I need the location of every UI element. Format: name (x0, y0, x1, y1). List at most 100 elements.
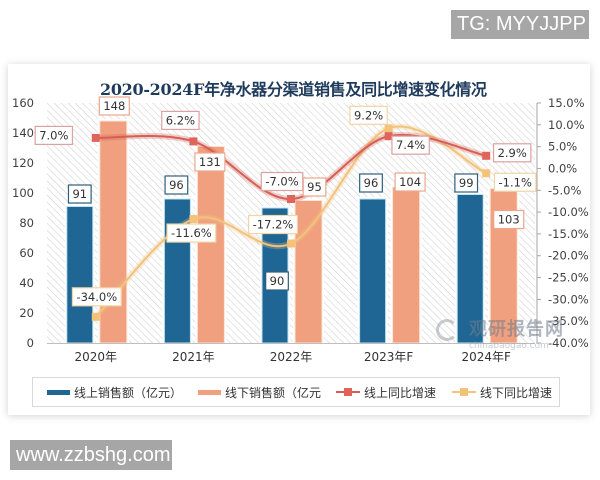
line-marker-icon[interactable] (91, 133, 100, 142)
svg-text:103: 103 (498, 213, 520, 227)
svg-text:131: 131 (199, 155, 221, 169)
line-marker-icon[interactable] (384, 124, 393, 133)
legend-label: 线上销售额（亿元） (74, 385, 183, 400)
data-label: 7.0% (34, 125, 74, 146)
y2-axis-tick-label: 10.0% (548, 118, 585, 132)
legend-item-offline-sales[interactable]: 线下销售额（亿元 (198, 378, 321, 406)
y-axis-tick-label: 20 (19, 306, 34, 320)
data-label: 91 (67, 184, 92, 204)
legend-item-online-growth[interactable]: 线上同比增速 (336, 378, 436, 406)
svg-text:96: 96 (169, 178, 184, 192)
y2-axis-tick-label: -10.0% (548, 205, 589, 219)
x-axis-category-label: 2023年F (364, 350, 414, 364)
svg-text:-34.0%: -34.0% (76, 290, 117, 304)
svg-text:99: 99 (459, 176, 474, 190)
y2-axis-tick-label: -15.0% (548, 227, 589, 241)
x-axis-category-label: 2024年F (461, 350, 511, 364)
svg-text:6.2%: 6.2% (166, 113, 195, 127)
data-label: 9.2% (349, 105, 388, 125)
combo-chart-plot: 0 20 40 60 80 100 120 140 160 15.0% 10.0% 5.0% 0.0% -… (12, 96, 589, 364)
line-marker-icon[interactable] (482, 151, 491, 160)
svg-text:7.0%: 7.0% (39, 128, 68, 142)
data-label: 96 (359, 173, 383, 193)
data-label: -34.0% (71, 287, 122, 307)
y2-axis-tick-label: -20.0% (548, 249, 589, 263)
x-axis-category-label: 2020年 (75, 350, 118, 364)
data-label: -11.6% (166, 223, 217, 243)
data-labels: 91 96 90 96 99 148 131 95 104 103 7.0% 6.2% -7.0% 7.4… (34, 96, 537, 307)
chart-legend: 线上销售额（亿元） 线下销售额（亿元 线上同比增速 线下同比增速 (32, 377, 560, 407)
data-label: 96 (164, 175, 189, 195)
bar-online[interactable] (359, 198, 387, 344)
y-axis-tick-label: 120 (12, 156, 34, 170)
x-axis-category-label: 2022年 (270, 350, 313, 364)
y2-axis-tick-label: 0.0% (548, 161, 577, 175)
svg-text:148: 148 (103, 99, 125, 113)
svg-text:96: 96 (364, 176, 379, 190)
y-axis-tick-label: 140 (12, 126, 34, 140)
bar-online[interactable] (66, 206, 94, 344)
legend-bar-swatch-icon (47, 389, 70, 395)
line-marker-icon[interactable] (287, 195, 295, 203)
data-label: -7.0% (260, 171, 304, 192)
line-marker-icon[interactable] (189, 137, 198, 146)
svg-text:95: 95 (307, 180, 322, 194)
y-axis-tick-label: 160 (12, 96, 34, 110)
legend-bar-swatch-icon (198, 389, 221, 395)
y2-axis-tick-label: -40.0% (548, 336, 589, 350)
svg-text:9.2%: 9.2% (354, 108, 383, 122)
data-label: 104 (394, 172, 426, 192)
data-label: 6.2% (161, 110, 200, 131)
svg-text:-7.0%: -7.0% (265, 175, 298, 189)
y2-axis-tick-label: -35.0% (548, 314, 589, 328)
y2-axis-tick-label: 15.0% (548, 96, 585, 110)
bar-online[interactable] (456, 194, 484, 344)
y-axis-tick-label: 100 (12, 186, 34, 200)
watermark-top: TG: MYYJJPP (451, 10, 589, 39)
legend-label: 线下同比增速 (480, 385, 553, 400)
y2-axis-tick-label: -5.0% (548, 183, 581, 197)
bar-offline[interactable] (196, 146, 225, 344)
line-marker-icon[interactable] (91, 312, 100, 321)
legend-line-marker-icon (452, 388, 476, 396)
data-label: 90 (265, 271, 289, 291)
svg-text:7.4%: 7.4% (396, 138, 425, 152)
svg-text:-11.6%: -11.6% (171, 226, 212, 240)
bar-offline[interactable] (392, 186, 421, 344)
y-axis-tick-label: 80 (19, 216, 34, 230)
data-label: 99 (454, 173, 479, 193)
y-axis-tick-label: 60 (19, 246, 34, 260)
line-marker-icon[interactable] (189, 215, 198, 224)
legend-label: 线上同比增速 (364, 385, 437, 400)
y2-axis-tick-label: -30.0% (548, 292, 589, 306)
data-label: 103 (493, 209, 525, 230)
data-label: -1.1% (493, 172, 537, 192)
data-label: 95 (302, 177, 327, 197)
svg-text:2.9%: 2.9% (498, 146, 527, 160)
svg-text:104: 104 (399, 175, 421, 189)
x-axis-category-label: 2021年 (172, 350, 215, 364)
line-marker-icon[interactable] (287, 239, 295, 248)
line-marker-icon[interactable] (384, 132, 393, 141)
svg-text:90: 90 (270, 274, 285, 288)
data-label: 7.4% (391, 135, 430, 155)
y2-axis-tick-label: 5.0% (548, 140, 577, 154)
line-marker-icon[interactable] (482, 169, 491, 178)
bar-offline[interactable] (294, 200, 323, 344)
svg-text:91: 91 (72, 187, 87, 201)
data-label: 131 (194, 152, 226, 172)
y-axis-tick-label: 40 (19, 276, 34, 290)
legend-line-marker-icon (336, 388, 360, 396)
data-label: -17.2% (248, 214, 298, 235)
data-label: 2.9% (492, 143, 532, 163)
svg-text:-1.1%: -1.1% (499, 175, 532, 189)
chart-title: 2020-2024F年净水器分渠道销售及同比增速变化情况 (100, 80, 487, 99)
legend-item-online-sales[interactable]: 线上销售额（亿元） (47, 378, 182, 406)
data-label: 148 (98, 96, 130, 116)
svg-text:-17.2%: -17.2% (253, 218, 294, 232)
y2-axis-tick-label: -25.0% (548, 271, 589, 285)
legend-item-offline-growth[interactable]: 线下同比增速 (452, 378, 552, 406)
watermark-bottom: www.zzbshg.com (10, 440, 172, 470)
legend-label: 线下销售额（亿元 (225, 385, 322, 400)
y-axis-tick-label: 0 (27, 336, 34, 350)
